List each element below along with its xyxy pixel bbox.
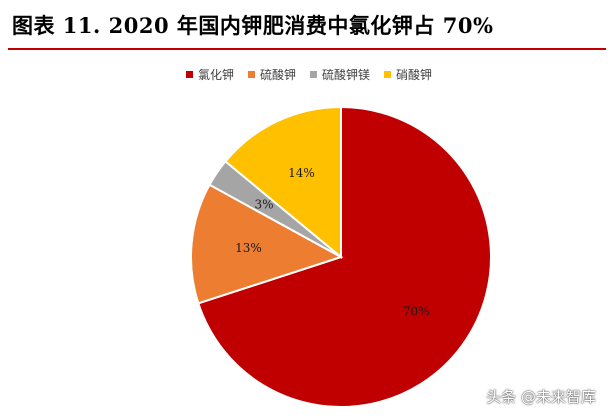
slice-label-kno3: 14% <box>288 166 315 180</box>
legend-item-kcl: 氯化钾 <box>186 66 234 83</box>
legend-label-kmg-sulfate: 硫酸钾镁 <box>322 68 371 82</box>
legend-label-kcl: 氯化钾 <box>198 68 235 82</box>
watermark: 头条 @未来智库 <box>486 388 596 406</box>
legend-item-k2so4: 硫酸钾 <box>248 66 296 83</box>
pie-slice-kno3 <box>224 105 342 260</box>
legend-item-kno3: 硝酸钾 <box>384 66 432 83</box>
slice-label-kmg-sulfate: 3% <box>255 198 274 212</box>
legend-label-kno3: 硝酸钾 <box>396 68 433 82</box>
legend-swatch-kcl <box>186 71 193 78</box>
title-underline <box>8 48 606 50</box>
legend-swatch-kmg-sulfate <box>310 71 318 78</box>
legend-label-k2so4: 硫酸钾 <box>260 68 297 82</box>
pie-slice-kcl <box>197 105 492 408</box>
legend-swatch-kno3 <box>384 71 392 78</box>
legend-item-kmg-sulfate: 硫酸钾镁 <box>310 66 370 83</box>
slice-label-k2so4: 13% <box>235 241 262 255</box>
chart-title: 图表 11. 2020 年国内钾肥消费中氯化钾占 70% <box>12 13 494 38</box>
legend-swatch-k2so4 <box>248 71 256 78</box>
chart-legend: 氯化钾 硫酸钾 硫酸钾镁 硝酸钾 <box>186 66 432 83</box>
pie-slice-k2so4 <box>190 183 344 305</box>
slice-label-kcl: 70% <box>403 305 430 319</box>
